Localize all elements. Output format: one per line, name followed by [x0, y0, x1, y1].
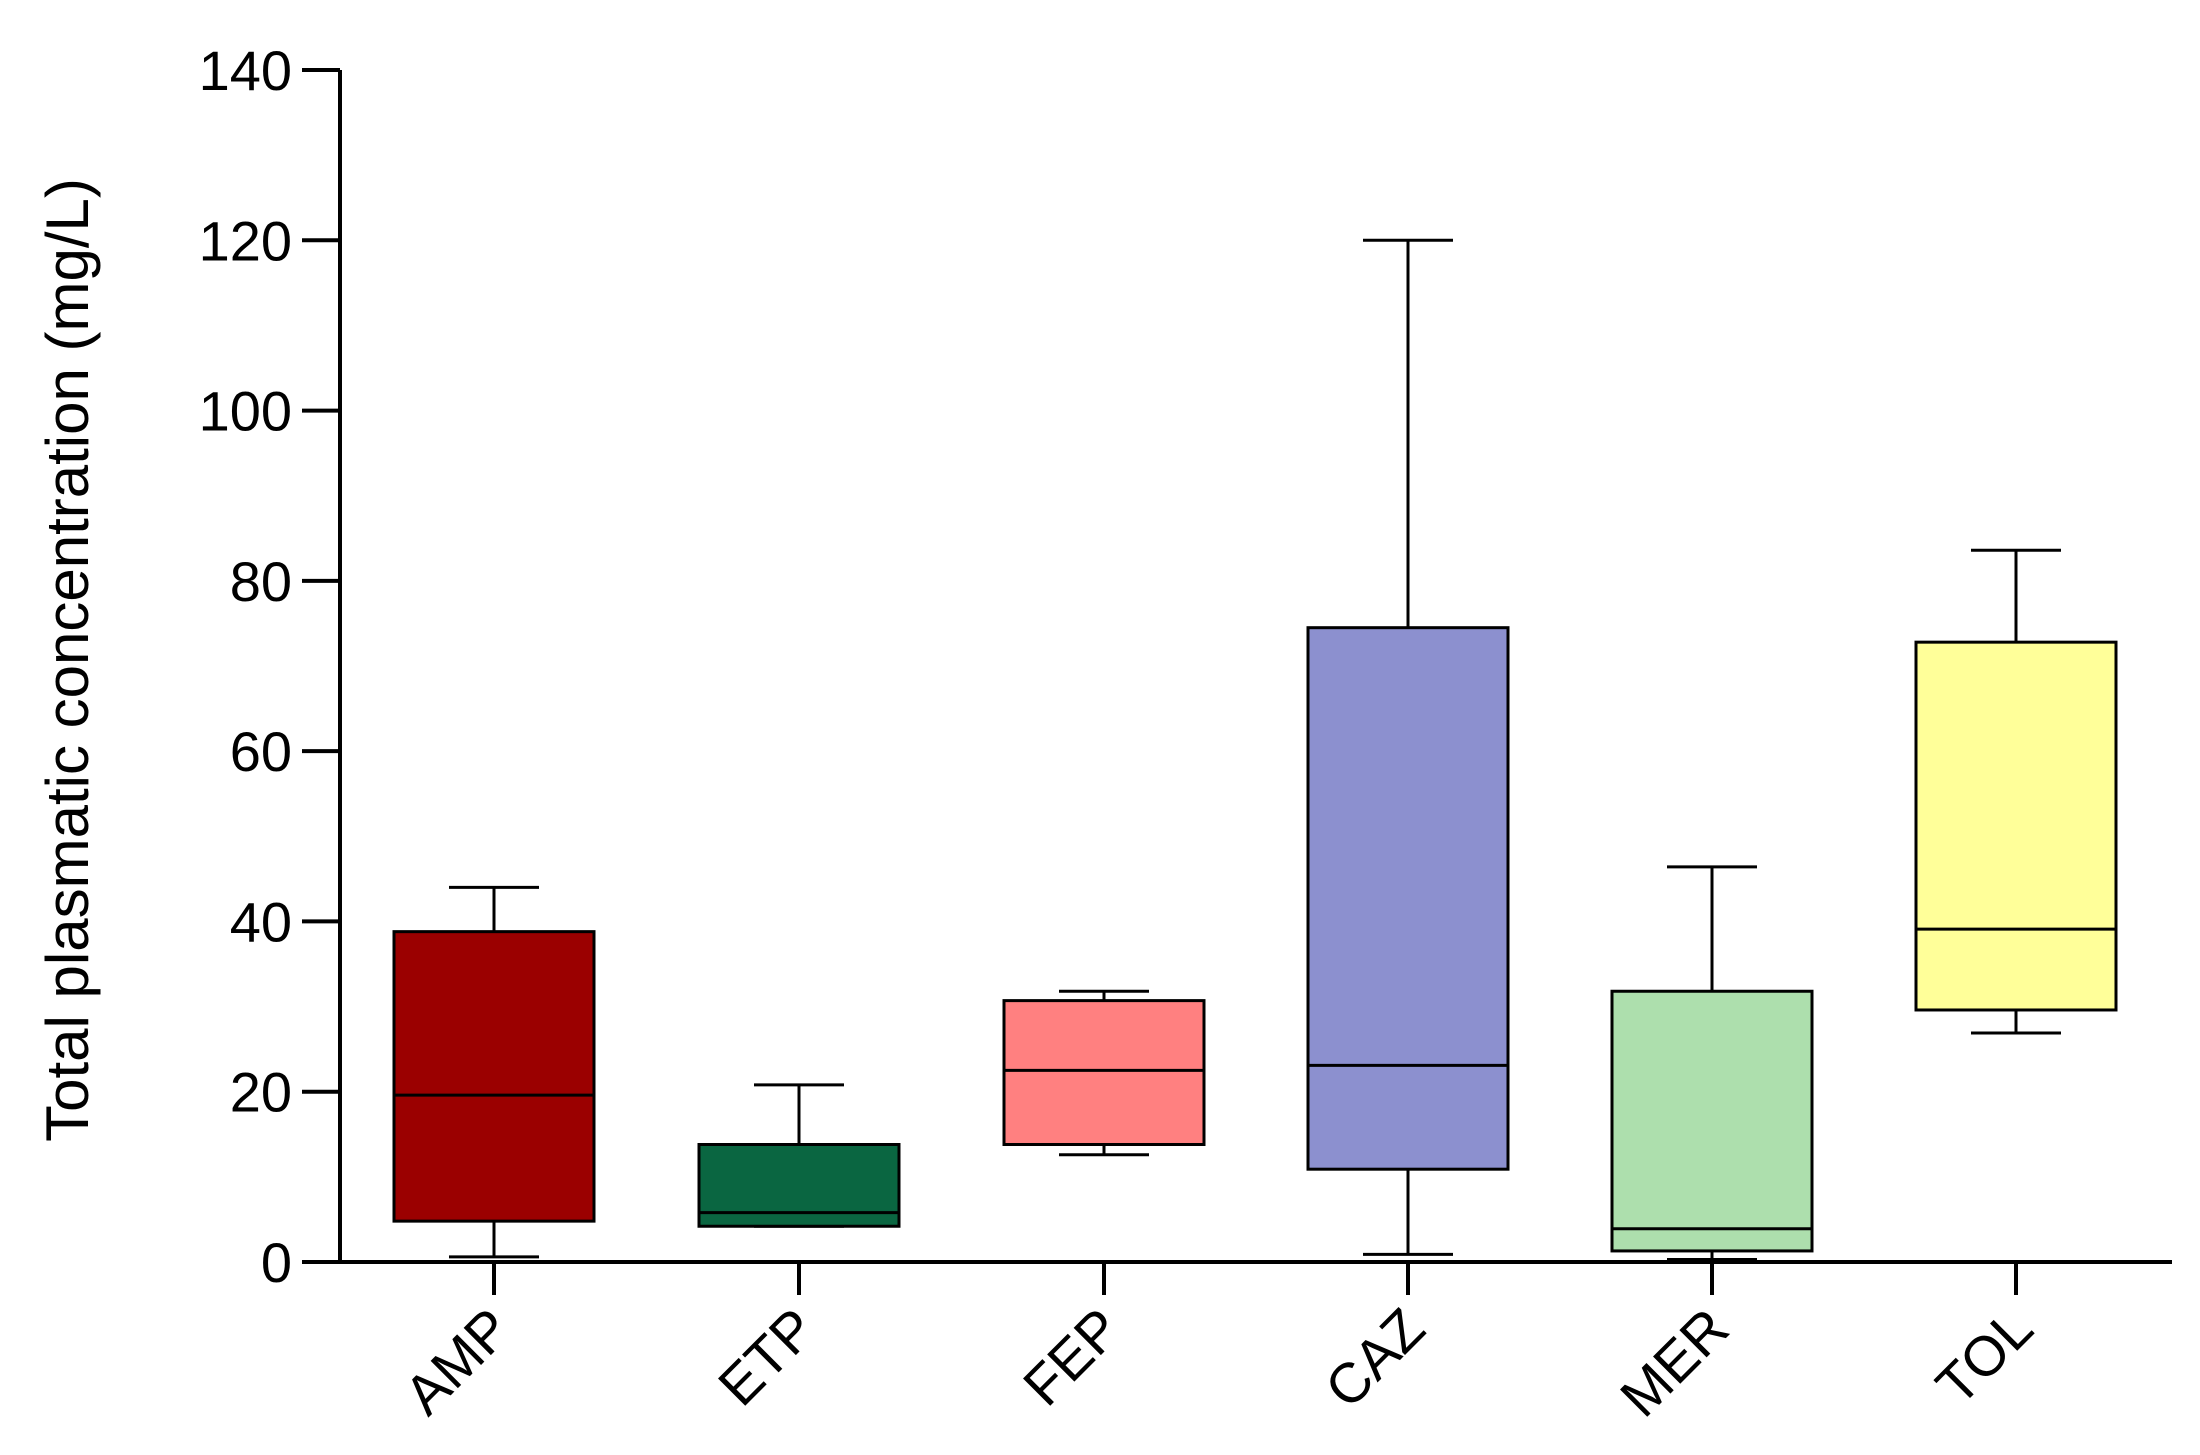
- iqr-box: [1914, 640, 2118, 1012]
- box-amp: [392, 885, 596, 1259]
- y-tick-label: 60: [230, 720, 292, 783]
- box-etp: [697, 1083, 901, 1228]
- box-tol: [1914, 548, 2118, 1035]
- y-tick-label: 140: [199, 39, 292, 102]
- y-tick-label: 120: [199, 209, 292, 272]
- iqr-box: [1306, 626, 1510, 1171]
- box-caz: [1306, 238, 1510, 1256]
- plot-area: [392, 238, 2118, 1261]
- y-tick-label: 20: [230, 1061, 292, 1124]
- y-axis: 0 20 40 60 80 100 120 140: [199, 39, 342, 1294]
- x-category-label: CAZ: [1313, 1296, 1437, 1420]
- x-category-label: MER: [1608, 1296, 1741, 1429]
- x-category-label: TOL: [1924, 1296, 2045, 1417]
- box-fep: [1002, 989, 1206, 1157]
- y-tick-label: 40: [230, 890, 292, 953]
- y-tick-label: 100: [199, 380, 292, 443]
- x-category-label: AMP: [392, 1296, 522, 1426]
- iqr-box: [1610, 989, 1814, 1253]
- y-tick-label: 80: [230, 550, 292, 613]
- iqr-box: [392, 930, 596, 1223]
- box-mer: [1610, 865, 1814, 1261]
- y-tick-label: 0: [261, 1231, 292, 1294]
- x-category-label: ETP: [706, 1296, 828, 1418]
- x-axis: AMP ETP FEP CAZ MER TOL: [302, 1260, 2172, 1429]
- y-axis-title: Total plasmatic concentration (mg/L): [34, 178, 101, 1142]
- x-category-label: FEP: [1011, 1296, 1133, 1418]
- iqr-box: [1002, 999, 1206, 1147]
